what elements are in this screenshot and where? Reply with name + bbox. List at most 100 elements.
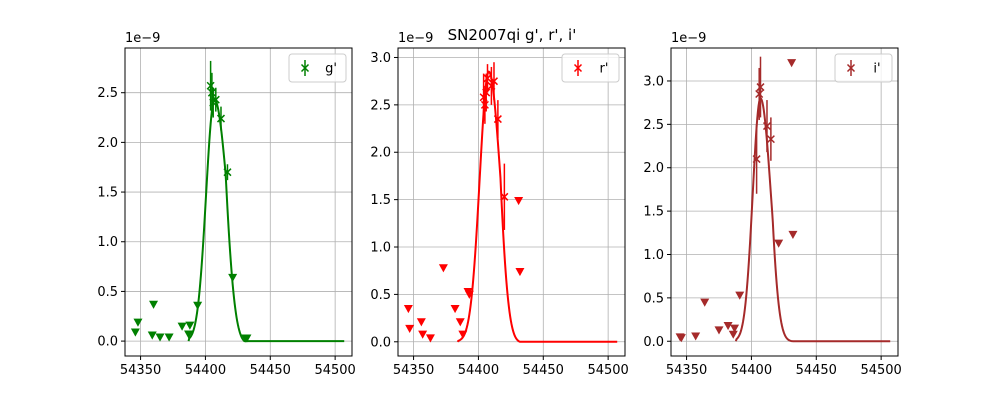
x-tick-label-1: 54400 <box>185 363 226 378</box>
upper-limit-i-2 <box>691 332 701 341</box>
model-curve-g <box>187 98 345 343</box>
detection-g-1 <box>207 72 216 113</box>
upper-limit-i-9 <box>774 239 784 248</box>
x-marker <box>483 74 492 83</box>
y-tick-label-3: 1.5 <box>643 205 664 220</box>
upper-limit-r-12 <box>515 268 525 277</box>
panel-r: 54350 54400 54450 54500 0.0 0.5 1.0 1.5 2.0 2.5 3.… <box>370 31 629 378</box>
upper-limit-r-3 <box>418 330 428 339</box>
y-tick-label-2: 1.0 <box>643 248 664 263</box>
upper-limit-r-10 <box>464 290 474 299</box>
upper-limit-g-8 <box>185 321 195 330</box>
x-marker <box>752 155 761 164</box>
detection-r-6 <box>493 100 502 139</box>
detection-g-5 <box>223 164 232 181</box>
detection-r-7 <box>500 163 509 230</box>
upper-limit-g-4 <box>155 333 165 342</box>
x-tick-label-3: 54500 <box>314 363 355 378</box>
panel-g: 54350 54400 54450 54500 0.0 0.5 1.0 1.5 2.0 2.5 1e… <box>97 31 356 378</box>
y-tick-label-5: 2.5 <box>370 98 391 113</box>
y-tick-label-1: 0.5 <box>97 285 118 300</box>
legend-marker-x <box>846 63 856 73</box>
detection-g-3 <box>211 87 220 112</box>
y-tick-label-4: 2.0 <box>97 136 118 151</box>
legend-i: i' <box>834 53 893 83</box>
y-tick-label-4: 2.0 <box>643 161 664 176</box>
upper-limit-g-10 <box>228 273 238 283</box>
offset-label-i: 1e−9 <box>671 31 706 46</box>
detection-i-3 <box>762 100 772 153</box>
x-tick-label-0: 54350 <box>393 363 434 378</box>
y-tick-label-6: 3.0 <box>370 51 391 66</box>
y-tick-label-0: 0.0 <box>643 335 664 350</box>
detection-g-4 <box>216 106 226 131</box>
upper-limit-g-1 <box>133 318 143 327</box>
x-marker <box>755 89 764 99</box>
upper-limit-g-0 <box>130 328 140 337</box>
y-tick-label-0: 0.0 <box>97 335 118 350</box>
legend-label-g: g' <box>325 62 337 77</box>
y-tick-label-3: 1.5 <box>97 186 118 201</box>
legend-box <box>561 53 620 83</box>
x-marker <box>489 77 499 86</box>
x-tick-label-2: 54450 <box>796 363 837 378</box>
upper-limit-i-6 <box>728 330 738 339</box>
upper-limit-g-7 <box>184 330 194 339</box>
x-marker <box>766 135 775 144</box>
upper-limit-i-8 <box>735 291 745 300</box>
axes-frame-i <box>670 47 899 357</box>
x-tick-label-1: 54400 <box>731 363 772 378</box>
y-tick-label-3: 1.5 <box>370 193 391 208</box>
y-tick-label-2: 1.0 <box>370 241 391 256</box>
x-tick-label-3: 54500 <box>587 363 628 378</box>
legend-marker-x <box>300 63 310 73</box>
axes-frame-r <box>397 47 626 357</box>
upper-limit-r-1 <box>405 324 415 334</box>
upper-limit-g-3 <box>149 300 159 309</box>
figure-title: SN2007qi g', r', i' <box>448 26 577 44</box>
detection-i-1 <box>755 67 764 121</box>
upper-limit-i-11 <box>788 230 798 240</box>
x-marker <box>480 100 489 109</box>
legend-box <box>288 53 347 83</box>
upper-limit-r-11 <box>514 196 524 206</box>
x-marker <box>211 95 220 104</box>
upper-limit-g-2 <box>147 331 157 340</box>
offset-label-r: 1e−9 <box>398 31 433 46</box>
y-tick-label-0: 0.0 <box>370 335 391 350</box>
upper-limit-i-1 <box>676 334 686 343</box>
x-marker <box>493 115 502 124</box>
x-marker <box>762 122 772 131</box>
model-curve-i <box>734 96 891 343</box>
x-marker <box>223 168 232 177</box>
x-tick-label-2: 54450 <box>523 363 564 378</box>
upper-limit-i-3 <box>700 298 710 307</box>
upper-limit-i-10 <box>787 59 797 68</box>
detection-r-3 <box>483 64 492 93</box>
upper-limit-g-9 <box>193 301 203 310</box>
y-tick-label-1: 0.5 <box>643 291 664 306</box>
upper-limit-r-2 <box>416 318 426 327</box>
detection-i-2 <box>756 56 765 118</box>
y-tick-label-5: 2.5 <box>643 118 664 133</box>
legend-label-i: i' <box>873 62 880 77</box>
legend-r: r' <box>561 53 620 83</box>
x-tick-label-1: 54400 <box>458 363 499 378</box>
x-marker <box>207 88 216 97</box>
y-tick-label-1: 0.5 <box>370 288 391 303</box>
axes-frame-g <box>124 47 353 357</box>
legend-marker-x <box>573 63 583 73</box>
detection-i-4 <box>766 117 775 161</box>
upper-limit-r-4 <box>425 334 435 343</box>
x-tick-label-0: 54350 <box>666 363 707 378</box>
legend-label-r: r' <box>600 62 609 77</box>
x-marker <box>216 114 226 123</box>
legend-box <box>834 53 893 83</box>
upper-limit-g-6 <box>177 322 187 331</box>
x-marker <box>482 88 491 97</box>
x-tick-label-0: 54350 <box>120 363 161 378</box>
panel-i: 54350 54400 54450 54500 0.0 0.5 1.0 1.5 2.0 2.5 3.… <box>643 31 902 378</box>
y-tick-label-5: 2.5 <box>97 86 118 101</box>
upper-limit-g-12 <box>242 334 252 343</box>
